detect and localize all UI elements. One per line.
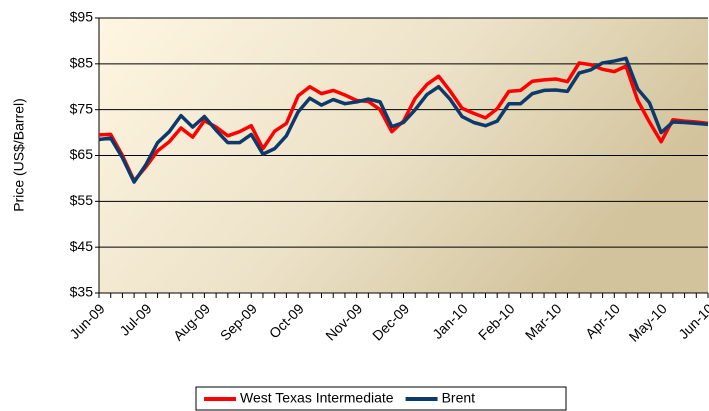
x-tick-label: Apr-10 [582, 300, 623, 341]
y-tick-label: $45 [70, 238, 94, 254]
y-tick-label: $75 [70, 100, 94, 116]
x-tick-label: Jun-09 [66, 300, 108, 342]
y-axis-label: Price (US$/Barrel) [11, 98, 27, 212]
x-tick-label: Jun-10 [675, 300, 709, 342]
y-tick-label: $35 [70, 284, 94, 300]
x-tick-label: Mar-10 [522, 300, 565, 343]
x-tick-label: Sep-09 [217, 300, 260, 343]
y-tick-label: $55 [70, 192, 94, 208]
y-tick-label: $85 [70, 55, 94, 71]
x-tick-label: Jul-09 [116, 300, 154, 338]
x-tick-label: Aug-09 [170, 300, 213, 343]
x-tick-label: Nov-09 [322, 300, 365, 343]
y-tick-label: $65 [70, 146, 94, 162]
legend-label: West Texas Intermediate [240, 390, 394, 406]
legend-box [195, 386, 567, 411]
x-tick-label: Jan-10 [429, 300, 471, 342]
x-tick-label: Dec-09 [369, 300, 412, 343]
series-line [98, 56, 709, 184]
y-tick-label: $95 [70, 9, 94, 25]
x-tick-label: Feb-10 [475, 300, 518, 343]
x-tick-label: May-10 [626, 300, 670, 344]
x-tick-label: Oct-09 [266, 300, 307, 341]
legend-label: Brent [442, 390, 476, 406]
